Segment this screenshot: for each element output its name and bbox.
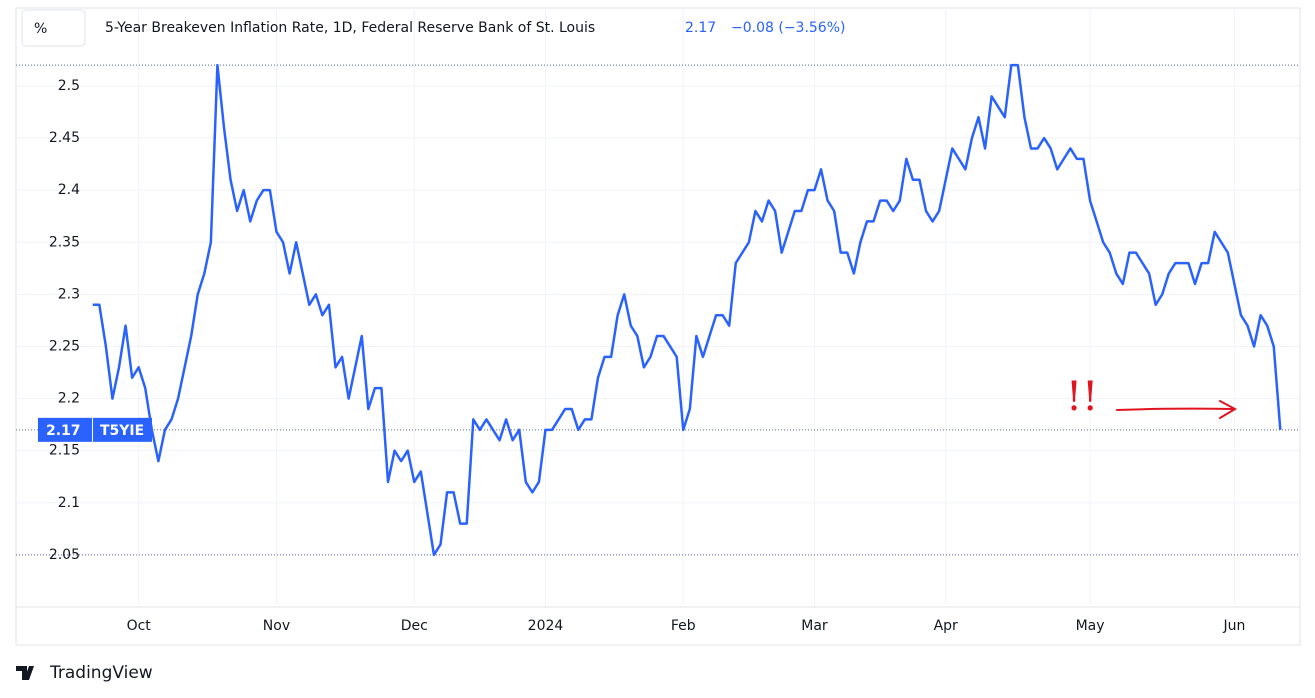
x-tick-label: Feb <box>671 618 696 634</box>
x-tick-label: Nov <box>263 618 290 634</box>
change-label: −0.08 (−3.56%) <box>731 20 845 36</box>
brand-name: TradingView <box>49 663 153 683</box>
x-tick-label: 2024 <box>528 618 564 634</box>
last-value: 2.17 <box>685 20 716 36</box>
x-tick-label: Oct <box>127 618 152 634</box>
x-tick-label: Apr <box>934 618 958 634</box>
plot-area <box>16 8 1300 608</box>
x-tick-label: Mar <box>801 618 828 634</box>
annotation-arrow <box>1116 400 1238 419</box>
x-tick-label: Jun <box>1222 618 1245 634</box>
y-tick-label: 2.4 <box>58 182 80 198</box>
price-label-value: 2.17 <box>46 423 81 439</box>
y-tick-label: 2.1 <box>58 495 80 511</box>
logo-mark <box>16 666 34 680</box>
y-tick-label: 2.35 <box>49 234 80 250</box>
y-tick-label: 2.5 <box>58 78 80 94</box>
x-tick-label: Dec <box>401 618 428 634</box>
y-tick-label: 2.25 <box>49 338 80 354</box>
symbol-label-box <box>93 417 152 442</box>
annotation: !! <box>1066 374 1098 420</box>
y-tick-label: 2.3 <box>58 286 80 302</box>
y-tick-label: 2.2 <box>58 391 80 407</box>
y-tick-label: 2.45 <box>49 130 80 146</box>
chart-title: 5-Year Breakeven Inflation Rate, 1D, Fed… <box>105 20 595 36</box>
unit-label: % <box>34 21 47 37</box>
chart-frame <box>15 7 1301 646</box>
series-line <box>92 63 1282 557</box>
price-label-box <box>38 417 92 442</box>
x-tick-label: May <box>1076 618 1105 634</box>
symbol-label: T5YIE <box>100 423 144 439</box>
unit-button[interactable] <box>21 9 86 47</box>
y-tick-label: 2.15 <box>49 443 80 459</box>
y-tick-label: 2.05 <box>49 547 80 563</box>
brand-logo: TradingView <box>16 663 153 683</box>
